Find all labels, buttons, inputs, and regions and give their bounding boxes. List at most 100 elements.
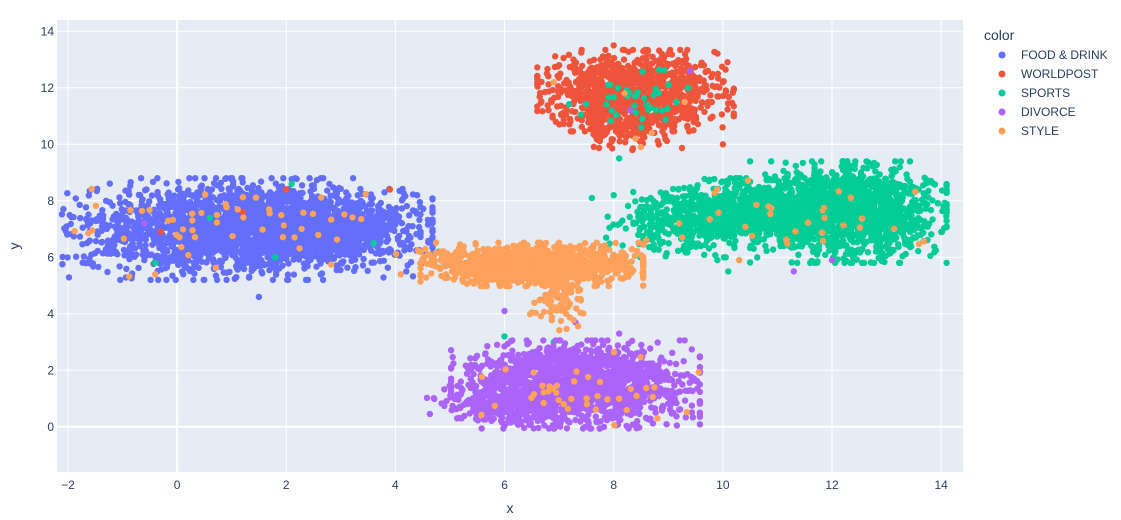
data-point: [64, 254, 71, 261]
data-point: [307, 256, 314, 264]
data-point: [585, 119, 592, 126]
data-point: [269, 194, 277, 201]
data-point: [591, 83, 598, 90]
data-point: [271, 215, 278, 222]
data-point: [608, 136, 615, 143]
data-point: [236, 229, 243, 236]
data-point: [620, 46, 628, 54]
data-point: [360, 224, 368, 231]
data-point: [709, 82, 716, 90]
data-point: [82, 260, 90, 267]
data-point: [337, 230, 344, 237]
data-point: [380, 257, 387, 264]
data-point: [324, 187, 331, 194]
data-point: [618, 121, 626, 129]
data-point: [323, 246, 331, 253]
data-point: [178, 268, 186, 275]
data-point: [242, 234, 249, 242]
data-point: [147, 276, 154, 284]
data-point: [240, 265, 248, 273]
data-point: [545, 107, 552, 114]
data-point: [331, 208, 339, 215]
data-point: [269, 276, 277, 284]
data-point: [543, 70, 551, 77]
data-point: [310, 185, 318, 193]
data-point: [284, 271, 292, 278]
data-point: [65, 274, 73, 281]
data-point: [332, 242, 340, 249]
data-point: [668, 124, 676, 131]
data-point: [290, 256, 297, 263]
data-point: [839, 158, 846, 165]
data-point: [95, 263, 102, 271]
data-point: [363, 208, 371, 215]
data-point: [782, 159, 789, 166]
data-point: [429, 216, 436, 223]
data-point: [707, 92, 714, 99]
data-point: [548, 98, 555, 106]
data-point: [210, 180, 218, 187]
data-point: [98, 227, 105, 234]
data-point: [538, 98, 545, 105]
data-point: [174, 186, 182, 193]
data-point: [239, 179, 246, 186]
data-point: [610, 54, 618, 62]
data-point: [80, 253, 88, 260]
series-food-drink: [58, 175, 436, 301]
data-point: [201, 276, 208, 284]
data-point: [149, 178, 157, 185]
data-point: [155, 234, 162, 241]
data-point: [203, 250, 211, 257]
data-point: [677, 46, 684, 54]
data-point: [369, 228, 376, 235]
data-point: [169, 257, 176, 264]
data-point: [610, 42, 617, 49]
data-point: [616, 138, 623, 145]
data-point: [148, 192, 156, 199]
data-point: [593, 125, 601, 132]
data-point: [332, 189, 339, 197]
data-point: [549, 86, 556, 94]
data-point: [943, 206, 950, 213]
data-point: [697, 61, 705, 69]
data-point: [407, 259, 415, 266]
data-point: [609, 145, 616, 152]
data-point: [142, 187, 149, 194]
data-point: [222, 253, 229, 260]
data-point: [217, 263, 225, 271]
data-point: [943, 259, 950, 267]
data-point: [244, 184, 251, 192]
data-point: [135, 264, 142, 272]
data-point: [416, 216, 423, 224]
data-point: [631, 127, 638, 134]
data-point: [327, 198, 334, 206]
data-point: [590, 143, 597, 150]
data-point: [200, 228, 207, 235]
data-point: [207, 200, 215, 207]
data-point: [697, 104, 704, 111]
data-point: [588, 69, 596, 77]
data-point: [280, 175, 287, 182]
data-point: [336, 220, 344, 227]
data-point: [317, 271, 324, 278]
data-point: [190, 193, 197, 200]
data-point: [645, 74, 652, 81]
data-point: [59, 253, 66, 261]
data-point: [672, 118, 679, 125]
data-point: [216, 257, 224, 264]
data-point: [243, 251, 250, 258]
data-point: [795, 251, 802, 258]
data-point: [213, 196, 220, 204]
data-point: [233, 274, 240, 281]
data-point: [399, 185, 406, 193]
data-point: [226, 268, 233, 276]
data-point: [304, 218, 311, 226]
data-point: [654, 137, 661, 145]
data-point: [349, 175, 357, 182]
data-point: [104, 268, 111, 276]
data-point: [813, 251, 821, 258]
data-point: [628, 122, 635, 129]
data-point: [306, 175, 313, 182]
data-point: [203, 239, 210, 247]
data-point: [252, 256, 260, 264]
